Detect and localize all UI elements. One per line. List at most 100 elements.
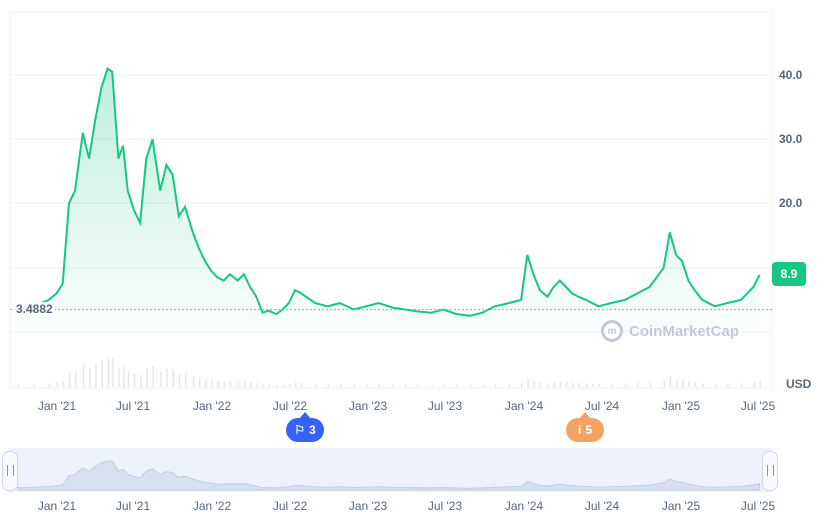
flag-icon: ⚐ bbox=[294, 423, 306, 437]
volume-bar bbox=[107, 358, 110, 387]
navigator-tick-label: Jul '22 bbox=[273, 499, 308, 513]
volume-bar bbox=[508, 383, 511, 387]
y-tick-label: 40.0 bbox=[779, 68, 803, 82]
volume-bar bbox=[256, 383, 258, 387]
x-tick-label: Jan '21 bbox=[38, 399, 77, 413]
volume-bar bbox=[378, 383, 381, 387]
volume-bar bbox=[592, 383, 594, 387]
volume-bar bbox=[456, 385, 458, 387]
volume-bar bbox=[572, 382, 574, 387]
volume-bar bbox=[62, 381, 65, 388]
volume-bar bbox=[663, 380, 666, 387]
volume-bars bbox=[17, 358, 762, 388]
volume-bar bbox=[172, 369, 175, 387]
volume-bar bbox=[482, 384, 484, 387]
y-tick-label: 20.0 bbox=[779, 196, 803, 210]
volume-bar bbox=[688, 381, 690, 387]
volume-bar bbox=[123, 366, 125, 387]
x-tick-label: Jan '24 bbox=[505, 399, 544, 413]
navigator-tick-label: Jul '23 bbox=[428, 499, 463, 513]
info-events-badge[interactable]: i 5 bbox=[566, 412, 604, 442]
volume-bar bbox=[262, 384, 264, 387]
volume-bar bbox=[676, 378, 678, 387]
volume-bar bbox=[127, 371, 130, 387]
volume-bar bbox=[610, 383, 613, 387]
navigator-tick-label: Jul '21 bbox=[116, 499, 151, 513]
volume-bar bbox=[178, 374, 181, 387]
volume-bar bbox=[392, 384, 394, 387]
volume-bar bbox=[339, 383, 342, 387]
volume-bar bbox=[682, 379, 684, 387]
volume-bar bbox=[443, 384, 446, 387]
volume-bar bbox=[649, 382, 652, 387]
x-tick-label: Jan '23 bbox=[349, 399, 388, 413]
volume-bar bbox=[598, 384, 600, 387]
volume-bar bbox=[33, 384, 35, 387]
volume-bar bbox=[539, 382, 542, 387]
volume-bar bbox=[637, 382, 639, 387]
volume-bar bbox=[301, 382, 303, 387]
volume-bar bbox=[624, 383, 627, 387]
volume-bar bbox=[68, 373, 71, 387]
volume-bar bbox=[118, 368, 120, 387]
x-tick-label: Jul '24 bbox=[585, 399, 620, 413]
volume-bar bbox=[404, 384, 407, 387]
right-range-handle[interactable] bbox=[762, 451, 778, 491]
volume-bar bbox=[727, 383, 729, 387]
volume-bar bbox=[217, 381, 219, 387]
coinmarketcap-logo-icon: m bbox=[601, 320, 623, 342]
volume-bar bbox=[243, 380, 246, 387]
volume-bar bbox=[527, 378, 529, 387]
volume-bar bbox=[533, 380, 535, 387]
volume-bar bbox=[759, 380, 762, 387]
volume-bar bbox=[160, 371, 162, 387]
volume-bar bbox=[714, 384, 717, 387]
x-tick-label: Jul '22 bbox=[273, 399, 308, 413]
volume-bar bbox=[353, 384, 356, 387]
volume-bar bbox=[48, 383, 51, 387]
volume-bar bbox=[578, 383, 580, 387]
volume-bar bbox=[166, 368, 168, 387]
volume-bar bbox=[237, 381, 240, 387]
x-axis: Jan '21 Jul '21 Jan '22 Jul '22 Jan '23 Jul '… bbox=[38, 399, 776, 413]
info-events-count: 5 bbox=[585, 423, 593, 437]
x-tick-label: Jul '21 bbox=[116, 399, 151, 413]
left-range-handle[interactable] bbox=[2, 451, 18, 491]
volume-bar bbox=[417, 384, 419, 387]
watermark-text: CoinMarketCap bbox=[629, 322, 740, 340]
volume-bar bbox=[741, 383, 743, 387]
volume-bar bbox=[75, 371, 77, 387]
volume-bar bbox=[366, 384, 368, 387]
watermark: m CoinMarketCap bbox=[601, 320, 739, 342]
navigator-tick-label: Jul '24 bbox=[585, 499, 620, 513]
volume-bar bbox=[250, 382, 252, 387]
volume-bar bbox=[547, 383, 549, 387]
volume-bar bbox=[112, 358, 114, 387]
volume-bar bbox=[146, 368, 148, 387]
volume-bar bbox=[95, 363, 97, 387]
volume-bar bbox=[586, 383, 588, 387]
x-tick-label: Jul '25 bbox=[741, 399, 776, 413]
volume-bar bbox=[223, 381, 226, 387]
volume-bar bbox=[199, 377, 201, 387]
volume-bar bbox=[229, 380, 232, 387]
volume-bar bbox=[211, 380, 213, 387]
navigator-tick-label: Jan '21 bbox=[38, 499, 77, 513]
price-line bbox=[17, 67, 761, 317]
volume-bar bbox=[282, 384, 285, 387]
volume-bar bbox=[702, 383, 704, 387]
y-axis: 40.0 30.0 20.0 bbox=[779, 68, 803, 210]
volume-bar bbox=[694, 382, 697, 387]
flag-events-badge[interactable]: ⚐ 3 bbox=[286, 412, 324, 442]
volume-bar bbox=[470, 385, 472, 387]
volume-bar bbox=[133, 373, 136, 387]
navigator-tick-label: Jan '25 bbox=[662, 499, 701, 513]
navigator-tick-label: Jan '24 bbox=[505, 499, 544, 513]
y-tick-label: 30.0 bbox=[779, 132, 803, 146]
navigator-axis: Jan '21 Jul '21 Jan '22 Jul '22 Jan '23 Jul '… bbox=[38, 499, 776, 513]
volume-bar bbox=[140, 375, 142, 387]
volume-bar bbox=[327, 384, 329, 387]
volume-bar bbox=[152, 366, 154, 387]
volume-bar bbox=[89, 368, 91, 387]
